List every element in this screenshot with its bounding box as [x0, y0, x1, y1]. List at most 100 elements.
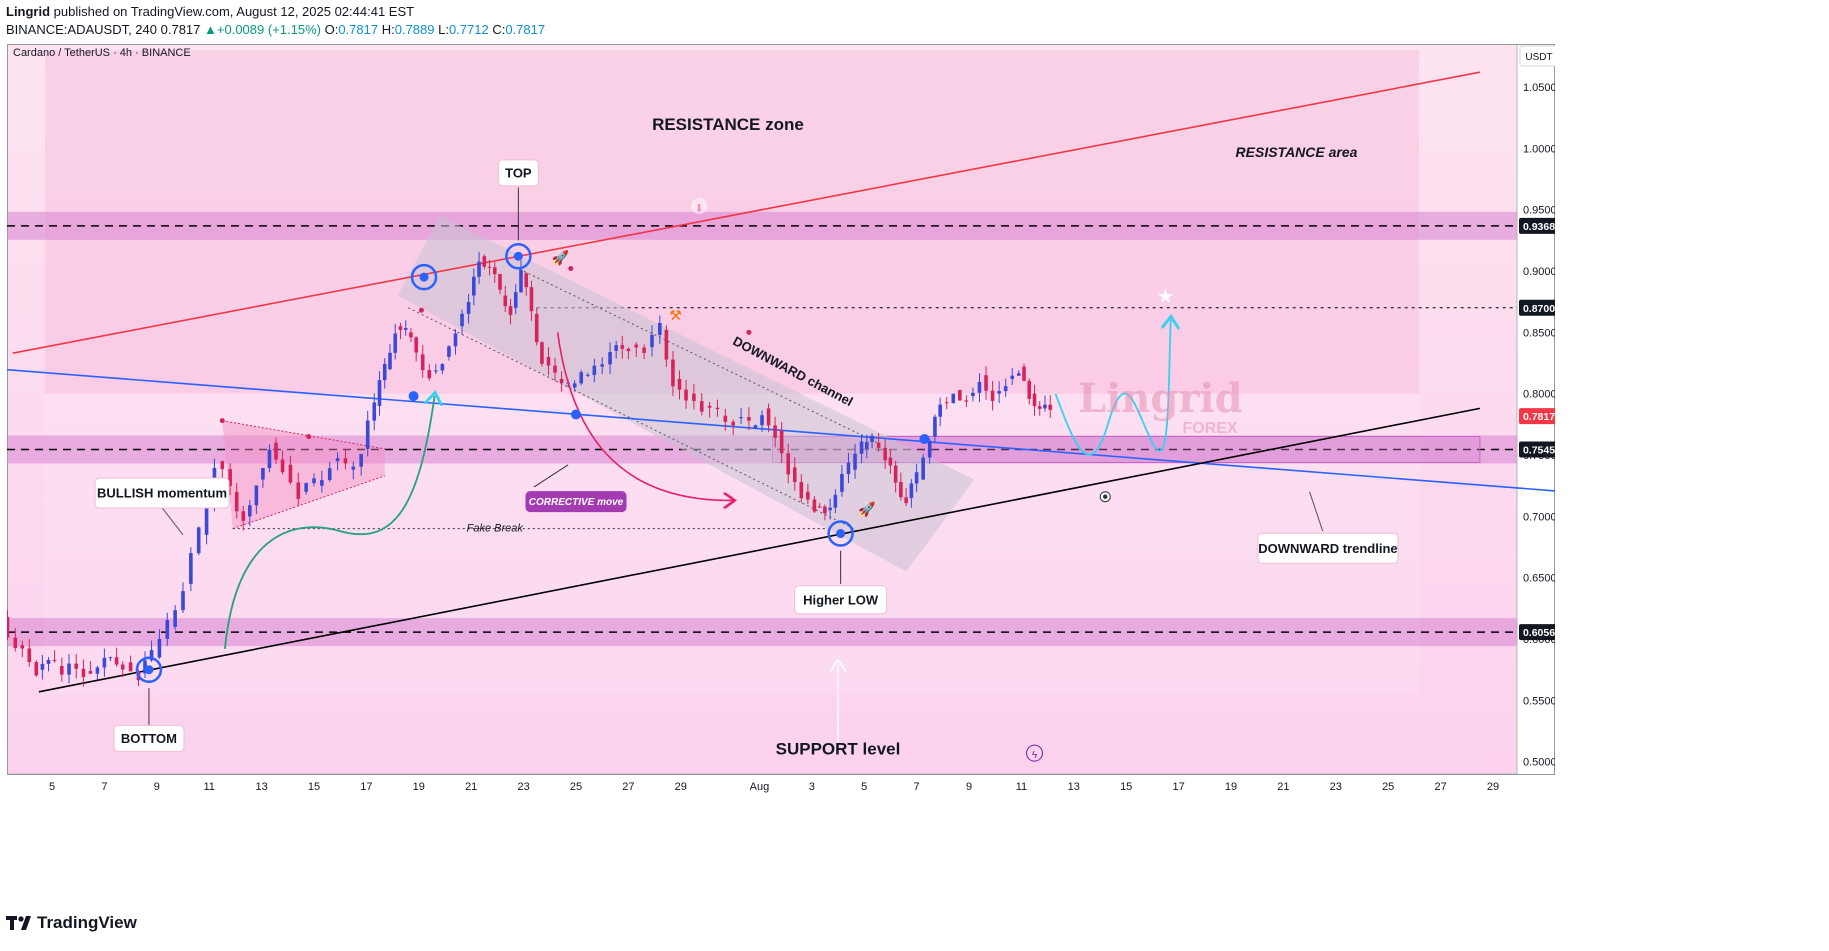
candle-body: [254, 485, 259, 506]
chart-frame[interactable]: ★ 🚀 🚀 ⚒ ⬇ ϟ Lingrid FOREX RESISTANCE zone RESISTA…: [7, 44, 1555, 922]
symbol-text: BINANCE:ADAUSDT, 240: [6, 22, 157, 37]
candle-body: [382, 363, 387, 381]
candle-body: [414, 337, 418, 353]
triangle-edge-bottom: [232, 475, 385, 530]
candle-body: [377, 380, 382, 406]
candle-body: [440, 364, 445, 371]
x-tick-label: 7: [101, 781, 107, 793]
candle-body: [335, 458, 340, 462]
candle-body: [248, 505, 252, 517]
rocket-icon-2: 🚀: [858, 501, 876, 518]
high-value: 0.7889: [394, 22, 435, 37]
candle-body: [846, 462, 851, 475]
candle-body: [658, 323, 662, 335]
candle-body: [671, 359, 675, 387]
x-tick-label: 11: [1016, 781, 1027, 793]
candle-body: [559, 378, 564, 384]
candle-body: [403, 328, 408, 330]
x-tick-label: 13: [255, 781, 267, 793]
x-tick-label: 23: [517, 781, 529, 793]
x-tick-label: 11: [203, 781, 214, 793]
candle-body: [909, 483, 914, 498]
tradingview-brand[interactable]: TradingView: [6, 913, 137, 933]
resistance-zone-label: RESISTANCE zone: [652, 115, 804, 134]
candle-body: [365, 420, 370, 449]
trendline-touch-dot: [571, 409, 581, 420]
x-tick-label: 5: [49, 781, 55, 793]
close-label: C:: [492, 22, 506, 37]
top-label-box: [497, 159, 539, 187]
currency-box: [1519, 45, 1555, 67]
candle-body: [95, 667, 100, 674]
price-zone-4: [7, 618, 1517, 647]
candle-body: [904, 497, 908, 504]
candle-body: [189, 553, 193, 584]
candle-body: [1048, 404, 1053, 410]
x-tick-label: 15: [1120, 781, 1132, 793]
candle-body: [280, 459, 285, 473]
price-tag-bg-3: [1519, 441, 1555, 458]
top-circle-dot: [513, 251, 523, 261]
corrective-curve-arrow: [556, 332, 734, 500]
candle-body: [572, 383, 577, 388]
swing-circle-dot: [419, 272, 429, 282]
candle-body: [990, 390, 995, 401]
rocket-icon: 🚀: [552, 249, 570, 266]
trendline-touch-dot: [408, 391, 419, 402]
candle-body: [120, 664, 125, 670]
eye-pupil-icon: [1103, 494, 1108, 499]
brand-name: TradingView: [37, 913, 137, 932]
candle-body: [398, 326, 403, 330]
x-tick-label: 17: [1172, 781, 1184, 793]
candle-body: [204, 504, 209, 535]
red-resistance-trendline: [12, 71, 1481, 354]
candle-body: [529, 287, 534, 312]
candle-body: [447, 346, 451, 357]
candle-body: [173, 610, 177, 627]
down-arrow-glyph: ⬇: [695, 203, 704, 215]
candle-body: [320, 480, 324, 486]
candle-body: [888, 457, 893, 466]
low-value: 0.7712: [448, 22, 489, 37]
candle-body: [534, 313, 539, 343]
candle-body: [460, 313, 464, 327]
candle-body: [927, 440, 932, 458]
candle-body: [938, 404, 942, 417]
candle-body: [13, 637, 18, 649]
candle-body: [143, 660, 147, 674]
pivot-dot: [746, 329, 752, 335]
x-tick-label: 5: [861, 781, 867, 793]
corrective-move-label-box: [525, 491, 627, 513]
candle-body: [359, 453, 363, 467]
change-text: ▲+0.0089 (+1.15%): [204, 22, 321, 37]
candle-body: [799, 482, 804, 499]
downward-trendline-label: DOWNWARD trendline: [1258, 541, 1397, 556]
x-tick-label: Aug: [750, 781, 770, 793]
trendline-touch-dot: [919, 434, 930, 445]
candle-body: [608, 351, 612, 365]
candle-body: [88, 670, 93, 674]
candle-body: [766, 408, 771, 426]
candle-body: [60, 666, 64, 675]
candle-body: [181, 591, 185, 611]
target-star-icon: ★: [1157, 286, 1175, 308]
candle-body: [971, 392, 975, 397]
candle-body: [343, 458, 348, 464]
y-tick-label: 1.0500: [1523, 82, 1555, 94]
x-tick-label: 29: [1487, 781, 1499, 793]
y-tick-label: 0.5000: [1523, 757, 1555, 769]
author-name[interactable]: Lingrid: [6, 4, 51, 19]
x-tick-label: 27: [622, 781, 634, 793]
y-tick-label: 0.5500: [1523, 695, 1555, 707]
pivot-dot: [418, 307, 424, 313]
candle-body: [220, 461, 225, 470]
candle-body: [420, 354, 425, 371]
candle-body: [1027, 380, 1032, 399]
y-tick-label: 0.8000: [1523, 389, 1555, 401]
candle-body: [747, 417, 751, 421]
candle-body: [7, 616, 10, 638]
candle-body: [288, 464, 293, 483]
candle-body: [614, 345, 618, 351]
candle-body: [600, 364, 604, 367]
